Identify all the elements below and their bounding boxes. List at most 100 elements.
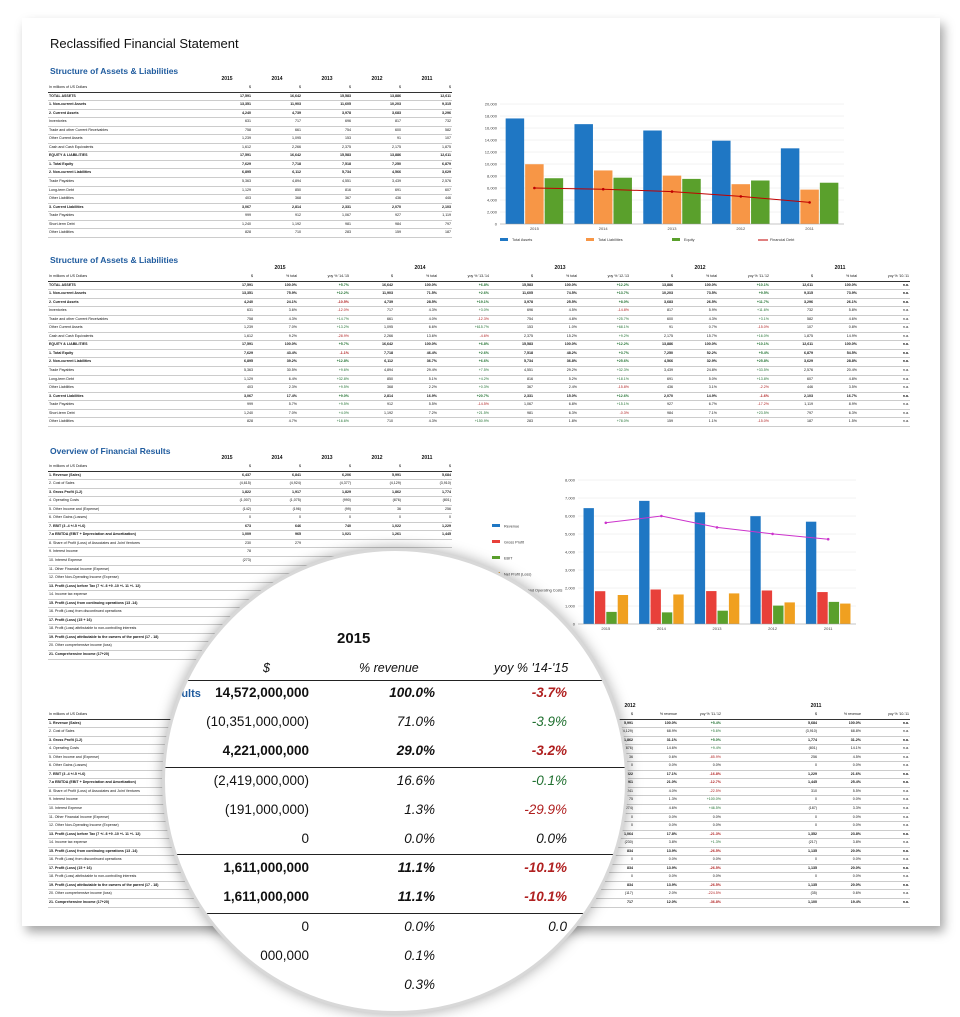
pct-header: % revenue (634, 711, 678, 720)
value-cell: 710 (350, 417, 394, 427)
pct-cell: 7.2% (394, 409, 438, 419)
table-cell (722, 753, 774, 763)
value-cell: 2,070 (630, 392, 674, 402)
pct-cell: 26.5% (674, 298, 718, 308)
value-cell: 91 (352, 134, 402, 144)
magnified-pct-revenue: 71.0% (396, 714, 435, 730)
row-label: EQUITY & LIABILITIES (48, 340, 210, 350)
table-row: 3. Gross Profit (1-2) 1,822 1,917 1,829 1,86… (48, 488, 452, 498)
yoy-cell: +9.5% (718, 289, 770, 299)
currency-cell: $ (402, 463, 452, 472)
yoy-cell: -10.5% (298, 298, 350, 308)
row-label: 7.a EBITDA (EBIT + Depreciation and Amor… (48, 778, 210, 788)
table-row: Trade Payables 5,363 4,894 4,551 3,439 2,576 (48, 177, 452, 187)
table-row: Long-term Debt 1,129 6.4% +32.8% 850 5.1% +4.2… (48, 375, 911, 385)
table-cell (722, 795, 774, 805)
value-cell: 631 (202, 117, 252, 127)
magnified-yoy: 0.0% (536, 831, 567, 846)
yoy-cell: +13.8% (718, 375, 770, 385)
value-cell: 1,135 (774, 880, 818, 891)
pct-cell: 17.8% (634, 829, 678, 840)
value-cell: 4,551 (302, 177, 352, 187)
yoy-header: yoy % '10-'11 (858, 273, 911, 282)
value-cell: (273) (202, 556, 252, 566)
value-cell: 1,261 (352, 530, 402, 540)
yoy-cell: +13.7% (578, 289, 630, 299)
magnified-pct-revenue: 0.0% (404, 831, 435, 846)
table-row: 3. Current Liabilities 3,067 2,814 2,331 2,0… (48, 203, 452, 213)
currency-cell: $ (774, 711, 818, 720)
table-cell (722, 778, 774, 788)
yoy-cell: -15.8% (578, 383, 630, 393)
page-title: Reclassified Financial Statement (50, 36, 239, 51)
year-header: 2014 (414, 265, 426, 272)
y-tick-label: 12,000 (485, 150, 498, 155)
legend-swatch (500, 238, 508, 241)
value-cell (302, 547, 352, 557)
value-cell: 600 (630, 315, 674, 325)
value-cell: 4,894 (350, 366, 394, 376)
value-cell: 4,894 (252, 177, 302, 187)
pct-cell: 5.9% (674, 306, 718, 316)
bar-gross-profit (817, 592, 828, 624)
legend-label: Equity (684, 238, 695, 242)
y-tick-label: 6,000 (487, 186, 498, 191)
pct-cell: 2.2% (394, 383, 438, 393)
yoy-cell: n.a. (862, 855, 911, 865)
yoy-cell: -22.5% (678, 787, 722, 797)
row-label: Trade and other Current Receivables (48, 315, 210, 325)
pct-cell: 4.5% (534, 306, 578, 316)
magnified-rule (165, 912, 625, 914)
pct-cell: 4.5% (818, 753, 862, 763)
y-tick-label: 5,000 (565, 532, 576, 537)
bar-total-assets (643, 130, 662, 224)
pct-cell: 6.8% (534, 400, 578, 410)
value-cell: 3,296 (402, 109, 452, 119)
yoy-cell: +8.0% (578, 298, 630, 308)
yoy-cell: -15.0% (718, 417, 770, 427)
pct-cell: 16.9% (394, 392, 438, 402)
pct-cell: 68.9% (634, 727, 678, 737)
bar-net-profit-loss- (673, 594, 684, 624)
row-label: 2. Cost of Sales (48, 727, 210, 737)
row-label: TOTAL ASSETS (48, 281, 210, 291)
pct-header: % total (674, 273, 718, 282)
pct-cell: 73.9% (814, 289, 858, 299)
table-cell (48, 455, 202, 463)
magnified-amount: 4,221,000,000 (222, 743, 309, 759)
value-cell: (4,924) (252, 479, 302, 489)
table-cell (722, 889, 774, 900)
value-cell: 816 (490, 375, 534, 385)
yoy-header: yoy % '12-'13 (578, 273, 630, 282)
pct-cell: 21.0% (634, 778, 678, 788)
value-cell: 13,886 (352, 151, 402, 161)
row-label: 3. Current Liabilities (48, 392, 210, 402)
yoy-cell: +9.0% (298, 392, 350, 402)
x-tick-label: 2015 (530, 226, 540, 231)
value-cell (202, 565, 252, 575)
value-cell: 3,439 (630, 366, 674, 376)
value-cell (202, 590, 252, 600)
magnified-pct-revenue: 1.3% (404, 801, 435, 817)
value-cell: 6,879 (770, 349, 814, 359)
value-cell: 1,822 (202, 488, 252, 498)
y-tick-label: 16,000 (485, 126, 498, 131)
yoy-cell: -85.9% (678, 753, 722, 763)
value-cell: 732 (402, 117, 452, 127)
x-tick-label: 2012 (768, 626, 778, 631)
pct-cell: 4.3% (674, 315, 718, 325)
value-cell: 1,240 (210, 409, 254, 419)
pct-cell: 0.7% (674, 323, 718, 333)
table-row: Short-term Debt 1,240 1,192 981 984 797 (48, 220, 452, 230)
value-cell: 13,351 (210, 289, 254, 299)
table-row: Cash and Cash Equivalents 1,612 2,266 2,375… (48, 143, 452, 153)
row-label: Long-term Debt (48, 375, 210, 385)
table-cell (722, 838, 774, 848)
table-row: TOTAL ASSETS 17,591 16,642 15,583 13,886 12,6… (48, 92, 452, 102)
magnified-pct-revenue: 0.3% (404, 977, 435, 992)
value-cell: (3,910) (774, 727, 818, 737)
magnified-pct-revenue: 16.6% (396, 772, 435, 788)
bar-equity (751, 180, 770, 224)
pct-cell: 5.5% (818, 787, 862, 797)
value-cell: 3,067 (210, 392, 254, 402)
